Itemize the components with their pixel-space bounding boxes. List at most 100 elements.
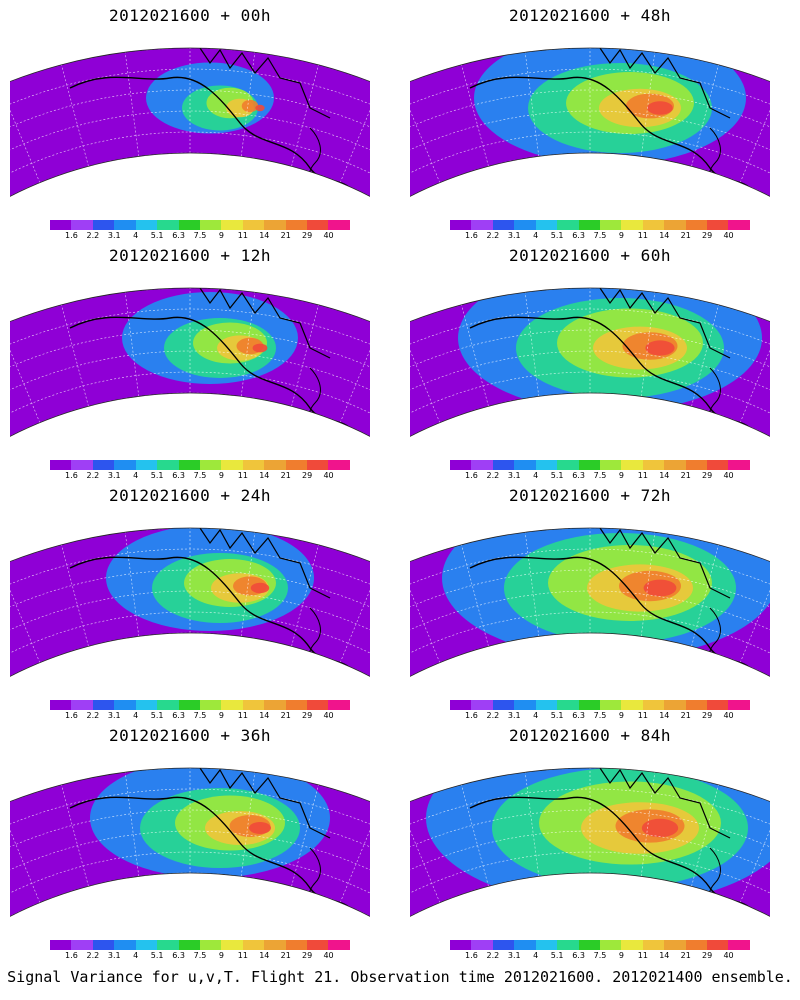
panel-title: 2012021600 + 84h xyxy=(508,726,672,745)
colorbar-swatch xyxy=(578,940,600,950)
colorbar-swatch xyxy=(557,460,579,470)
colorbar-label: 9 xyxy=(618,471,624,480)
colorbar-label: 5.1 xyxy=(150,471,164,480)
colorbar-label: 11 xyxy=(637,711,648,720)
colorbar-label: 11 xyxy=(637,231,648,240)
colorbar-swatch xyxy=(450,700,472,710)
colorbar-swatch xyxy=(535,700,558,710)
colorbar-label: 29 xyxy=(702,231,713,240)
colorbar-label: 2.2 xyxy=(486,711,500,720)
colorbar-labels: 1.6 2.2 3.1 4 5.1 6.3 7.5 9 11 14 21 29 40 xyxy=(440,711,770,721)
colorbar-swatch xyxy=(621,220,643,230)
colorbar-swatch xyxy=(685,220,708,230)
colorbar-swatch xyxy=(50,700,72,710)
colorbar-label: 21 xyxy=(680,951,691,960)
colorbar-swatch xyxy=(114,940,136,950)
colorbar-swatch xyxy=(92,460,115,470)
colorbar-swatch xyxy=(492,460,515,470)
colorbar-swatch xyxy=(707,700,729,710)
colorbar-swatch xyxy=(471,220,493,230)
colorbar-label: 11 xyxy=(637,471,648,480)
colorbar-swatch xyxy=(114,220,136,230)
colorbar-swatch xyxy=(199,220,222,230)
colorbar-swatch xyxy=(728,220,750,230)
forecast-panel: 2012021600 + 36h 1.6 2.2 3.1 4 5.1 6.3 7.5 9 11 14… xyxy=(0,720,380,960)
colorbar-label: 14 xyxy=(659,711,670,720)
colorbar-swatch xyxy=(221,220,243,230)
colorbar-label: 6.3 xyxy=(172,471,185,480)
colorbar-label: 29 xyxy=(302,711,313,720)
colorbar-swatch xyxy=(285,700,308,710)
colorbar-swatch xyxy=(221,460,243,470)
colorbar-label: 21 xyxy=(680,231,691,240)
colorbar-swatch xyxy=(664,220,686,230)
forecast-panel: 2012021600 + 60h 1.6 2.2 3.1 4 5.1 6.3 7.5 9 11 14… xyxy=(400,240,780,480)
colorbar-swatch xyxy=(242,460,265,470)
colorbar-label: 11 xyxy=(237,471,248,480)
colorbar-swatch xyxy=(578,700,600,710)
colorbar-label: 29 xyxy=(302,471,313,480)
colorbar xyxy=(450,940,750,950)
colorbar-label: 40 xyxy=(723,231,734,240)
variance-map xyxy=(410,527,770,686)
colorbar-swatch xyxy=(328,700,350,710)
forecast-panel: 2012021600 + 84h 1.6 2.2 3.1 4 5.1 6.3 7.5 9 11 14… xyxy=(400,720,780,960)
colorbar-swatch xyxy=(157,220,179,230)
colorbar-swatch xyxy=(450,460,472,470)
colorbar-label: 2.2 xyxy=(486,951,500,960)
colorbar-swatch xyxy=(685,460,708,470)
figure-caption: Signal Variance for u,v,T. Flight 21. Ob… xyxy=(7,968,793,986)
colorbar-label: 2.2 xyxy=(86,951,100,960)
colorbar-swatch xyxy=(642,220,665,230)
colorbar-swatch xyxy=(728,460,750,470)
colorbar-swatch xyxy=(92,940,115,950)
forecast-panel: 2012021600 + 24h 1.6 2.2 3.1 4 5.1 6.3 7.5 9 11 14… xyxy=(0,480,380,720)
colorbar-label: 2.2 xyxy=(86,231,100,240)
colorbar-swatch xyxy=(221,700,243,710)
colorbar-label: 21 xyxy=(280,231,291,240)
colorbar-label: 2.2 xyxy=(86,471,100,480)
colorbar-swatch xyxy=(450,940,472,950)
colorbar-swatch xyxy=(707,460,729,470)
colorbar-swatch xyxy=(621,460,643,470)
colorbar-labels: 1.6 2.2 3.1 4 5.1 6.3 7.5 9 11 14 21 29 40 xyxy=(40,231,370,241)
colorbar-label: 29 xyxy=(302,231,313,240)
colorbar-label: 4 xyxy=(533,471,539,480)
colorbar-label: 4 xyxy=(133,951,139,960)
colorbar-label: 11 xyxy=(237,231,248,240)
colorbar-swatch xyxy=(471,460,493,470)
colorbar-label: 3.1 xyxy=(107,951,121,960)
colorbar-label: 3.1 xyxy=(107,231,121,240)
colorbar-swatch xyxy=(685,940,708,950)
colorbar-swatch xyxy=(578,220,600,230)
colorbar-label: 5.1 xyxy=(150,711,164,720)
colorbar-swatch xyxy=(135,700,158,710)
colorbar-label: 7.5 xyxy=(593,951,607,960)
colorbar-label: 11 xyxy=(637,951,648,960)
colorbar-swatch xyxy=(307,460,329,470)
forecast-panel: 2012021600 + 72h 1.6 2.2 3.1 4 5.1 6.3 7.5 9 11 14… xyxy=(400,480,780,720)
colorbar-swatch xyxy=(50,220,72,230)
colorbar-swatch xyxy=(199,460,222,470)
colorbar-label: 4 xyxy=(133,711,139,720)
colorbar-label: 2.2 xyxy=(486,471,500,480)
colorbar-swatch xyxy=(71,700,93,710)
colorbar-swatch xyxy=(535,220,558,230)
colorbar-label: 9 xyxy=(618,231,624,240)
colorbar-swatch xyxy=(71,460,93,470)
colorbar-swatch xyxy=(285,460,308,470)
colorbar-swatch xyxy=(135,220,158,230)
colorbar-label: 3.1 xyxy=(107,711,121,720)
colorbar-label: 5.1 xyxy=(550,711,564,720)
colorbar-swatch xyxy=(157,460,179,470)
colorbar-label: 1.6 xyxy=(465,231,478,240)
colorbar-swatch xyxy=(471,700,493,710)
colorbar-label: 9 xyxy=(218,231,224,240)
variance-map xyxy=(410,47,770,206)
colorbar-label: 7.5 xyxy=(593,231,607,240)
colorbar-label: 40 xyxy=(723,951,734,960)
colorbar-labels: 1.6 2.2 3.1 4 5.1 6.3 7.5 9 11 14 21 29 40 xyxy=(40,951,370,961)
colorbar-label: 5.1 xyxy=(550,471,564,480)
colorbar-label: 9 xyxy=(218,711,224,720)
colorbar xyxy=(450,460,750,470)
